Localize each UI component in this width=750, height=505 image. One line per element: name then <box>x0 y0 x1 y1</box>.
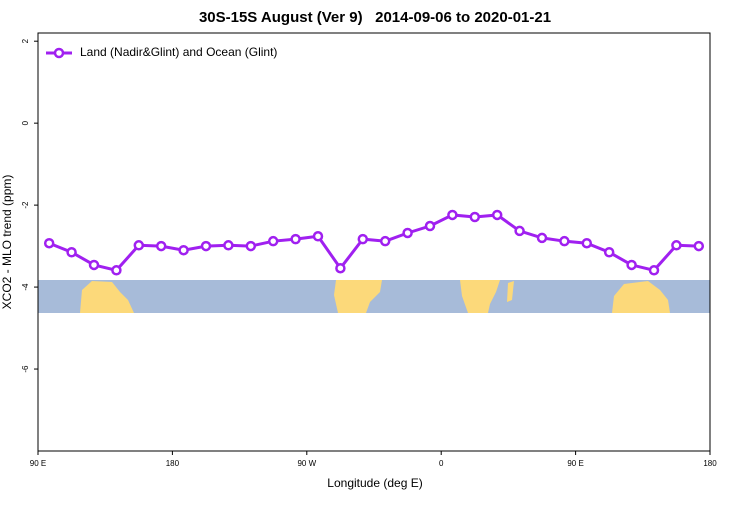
y-tick-label: -4 <box>21 283 30 291</box>
x-axis-label: Longitude (deg E) <box>327 476 422 490</box>
data-point <box>245 240 257 252</box>
x-tick-label: 90 E <box>30 459 46 468</box>
data-point <box>178 244 189 256</box>
data-point <box>447 209 458 221</box>
data-point <box>111 265 122 276</box>
data-point <box>536 232 548 244</box>
y-tick-label: 2 <box>21 38 30 43</box>
data-point <box>671 240 682 251</box>
y-tick-label: -2 <box>21 201 30 209</box>
data-point <box>469 211 481 223</box>
data-point <box>648 265 660 276</box>
plot-frame <box>37 32 711 452</box>
x-tick-label: 180 <box>703 459 717 468</box>
y-tick-label: 0 <box>21 120 30 125</box>
data-point <box>66 246 77 258</box>
data-point <box>223 240 234 251</box>
chart-title: 30S-15S August (Ver 9) 2014-09-06 to 202… <box>199 9 551 26</box>
map-strip <box>38 280 710 313</box>
data-point <box>43 237 55 249</box>
data-point <box>133 240 145 251</box>
series-line <box>48 213 699 272</box>
data-point <box>514 225 525 237</box>
x-tick-label: 90 W <box>297 459 316 468</box>
data-point <box>603 246 615 258</box>
data-point <box>581 237 593 249</box>
data-point <box>693 240 705 252</box>
y-tick-label: -6 <box>21 365 30 373</box>
data-point <box>379 235 391 247</box>
data-point <box>626 259 637 271</box>
x-tick-label: 180 <box>166 459 180 468</box>
legend-marker <box>53 47 65 59</box>
data-point <box>88 259 100 271</box>
data-point <box>424 220 436 232</box>
data-point <box>290 233 301 245</box>
data-point <box>491 209 503 221</box>
legend-label: Land (Nadir&Glint) and Ocean (Glint) <box>80 45 277 59</box>
data-point <box>335 262 346 274</box>
data-point <box>312 231 324 242</box>
data-point <box>267 235 279 247</box>
data-point <box>155 240 167 252</box>
x-tick-label: 0 <box>439 459 444 468</box>
x-tick-label: 90 E <box>567 459 583 468</box>
data-point <box>200 240 212 252</box>
y-axis-label: XCO2 - MLO trend (ppm) <box>0 175 14 310</box>
data-point <box>559 235 570 247</box>
data-point <box>402 227 413 239</box>
data-point <box>357 233 369 245</box>
